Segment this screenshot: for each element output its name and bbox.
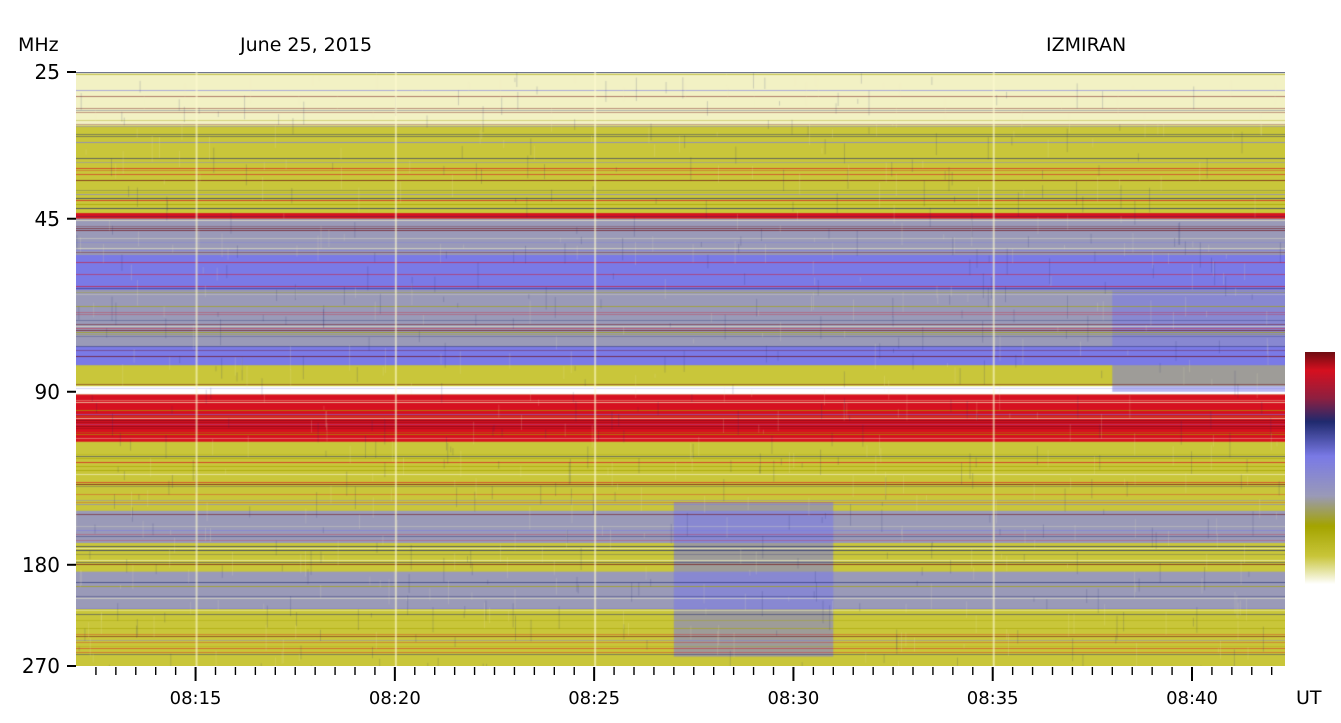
y-tick-label: 270 [21,654,60,678]
x-tick-label: 08:20 [368,688,421,709]
x-tick-label: 08:25 [568,688,621,709]
y-tick-label: 90 [34,379,60,404]
x-tick-label: 08:15 [169,688,222,709]
colorbar [1305,352,1335,584]
date-title: June 25, 2015 [240,34,373,56]
x-tick-label: 08:30 [767,688,820,709]
x-tick-label: 08:35 [966,688,1019,709]
y-tick-label: 45 [34,206,60,231]
x-tick-label: 08:40 [1166,688,1218,709]
y-tick-label: 180 [21,552,60,577]
x-unit-label: UT [1296,687,1322,709]
y-tick-label: 25 [34,60,60,84]
spectrogram-plot [76,72,1285,666]
y-unit-label: MHz [18,34,59,56]
observatory-label: IZMIRAN [1046,34,1127,56]
